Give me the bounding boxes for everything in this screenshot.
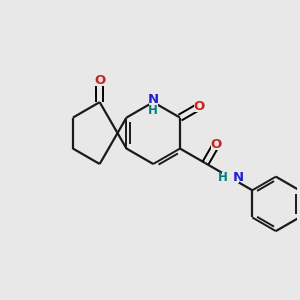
Text: H: H: [218, 171, 228, 184]
Text: H: H: [148, 104, 158, 117]
Text: O: O: [194, 100, 205, 113]
Text: O: O: [94, 74, 105, 87]
FancyBboxPatch shape: [211, 139, 221, 150]
FancyBboxPatch shape: [194, 101, 205, 112]
FancyBboxPatch shape: [94, 74, 105, 86]
Text: O: O: [210, 138, 222, 152]
FancyBboxPatch shape: [148, 97, 158, 108]
Text: N: N: [232, 171, 244, 184]
FancyBboxPatch shape: [222, 172, 239, 184]
Text: N: N: [148, 93, 159, 106]
